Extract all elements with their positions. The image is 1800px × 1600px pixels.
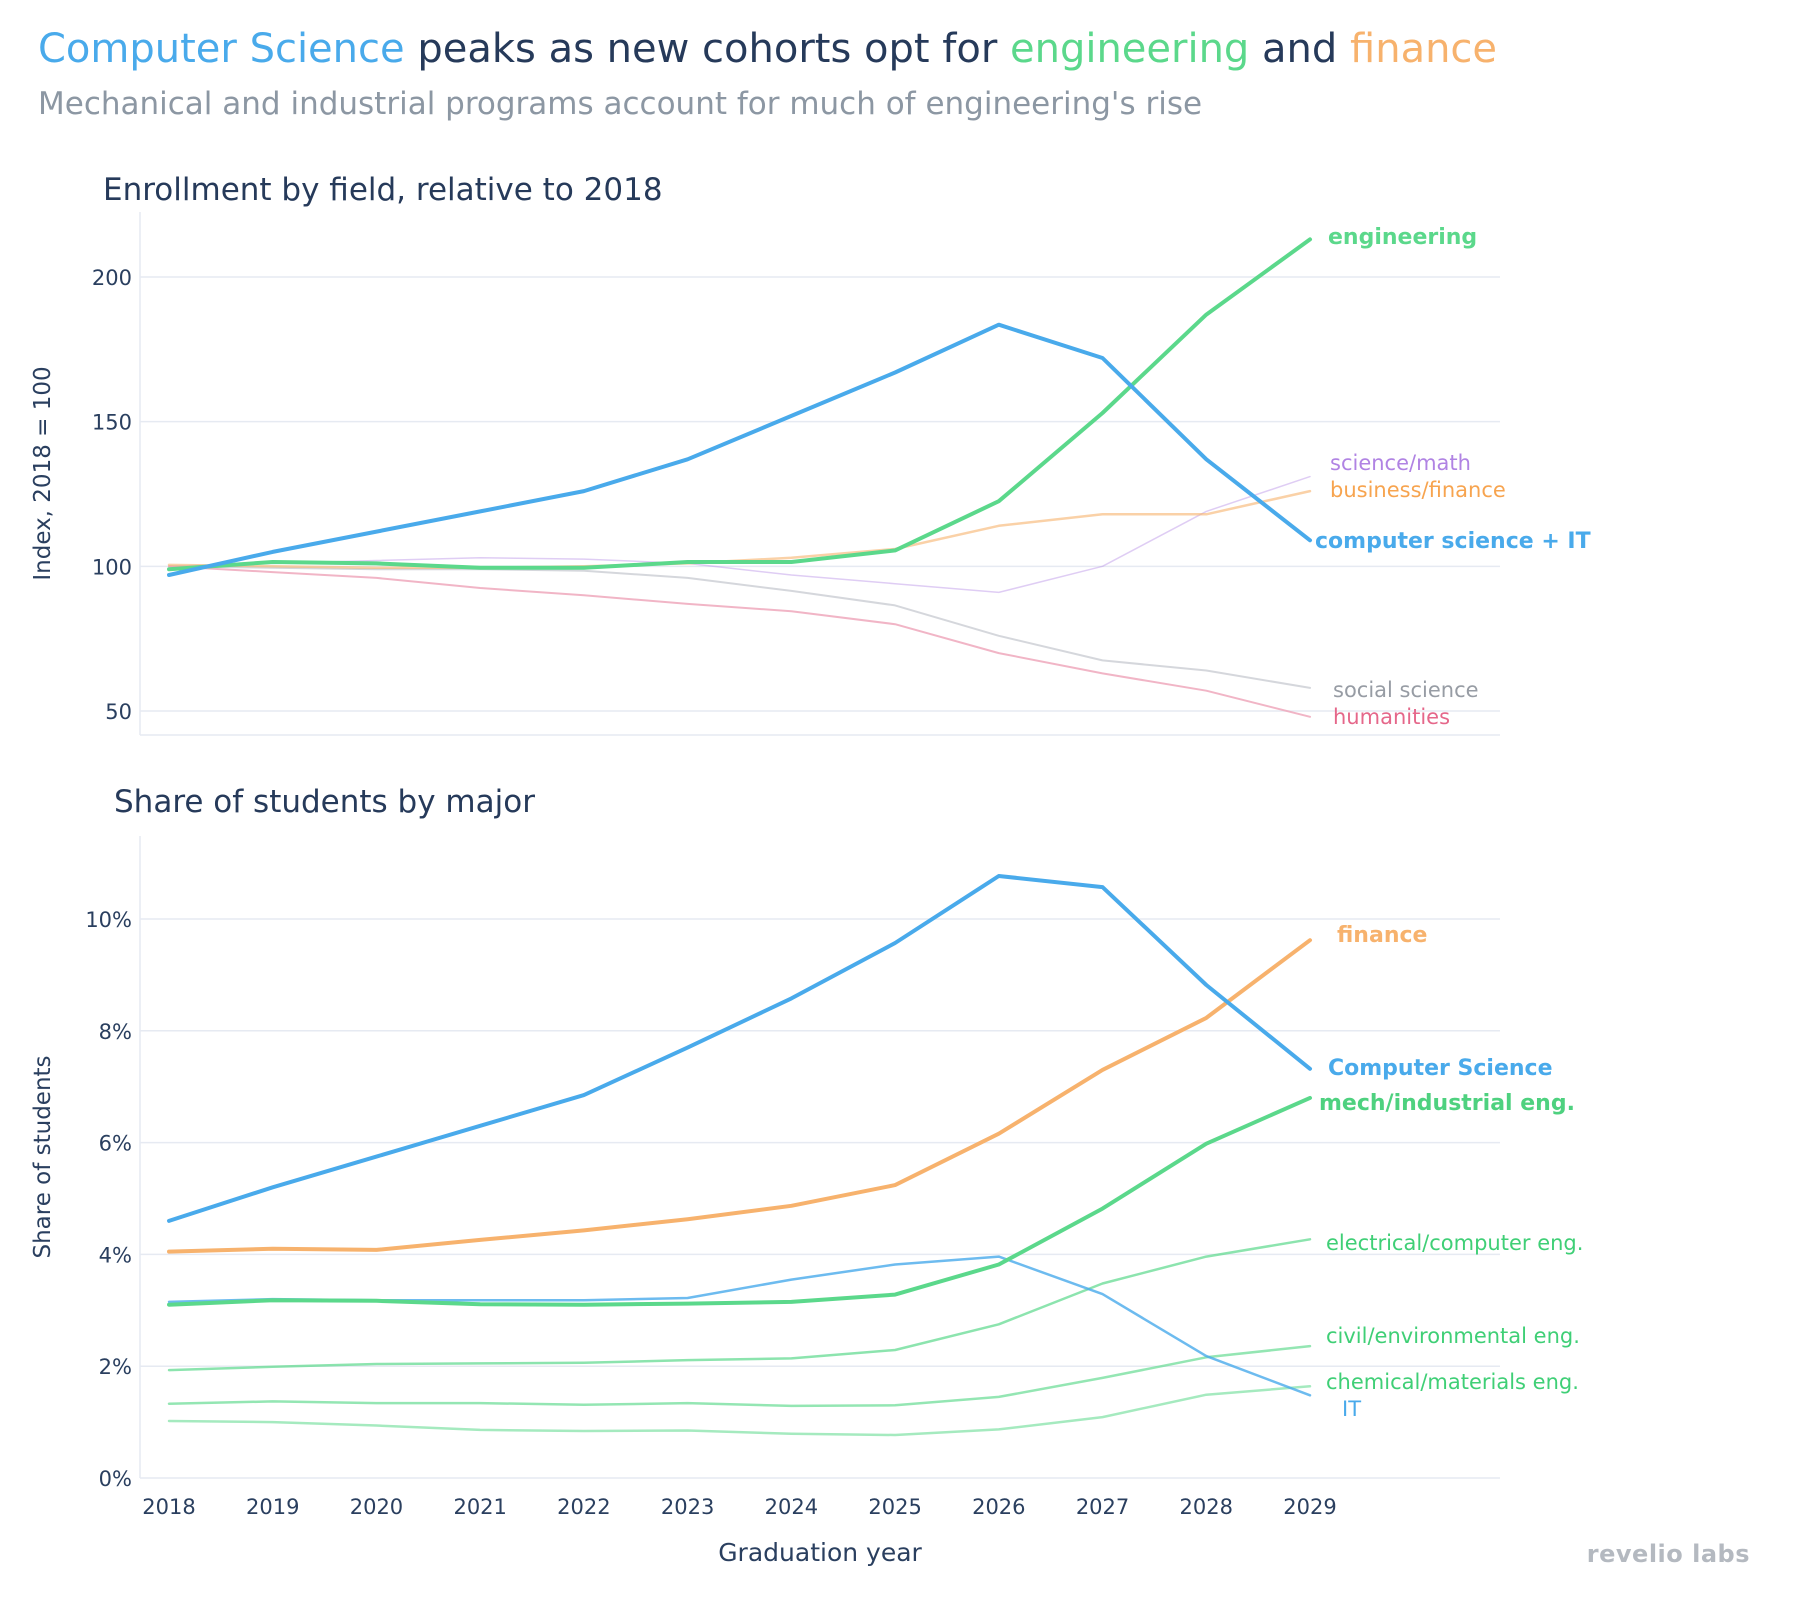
series-label-chemical-materials-eng: chemical/materials eng. xyxy=(1326,1370,1579,1394)
series-line-humanities xyxy=(168,565,1311,718)
series-label-engineering: engineering xyxy=(1328,225,1477,250)
series-line-finance xyxy=(167,938,1312,1254)
revelio-labs-logo: revelio labs xyxy=(1586,1540,1750,1568)
x-tick-label: 2019 xyxy=(246,1495,299,1519)
series-line-computer-science xyxy=(167,874,1312,1223)
y-axis-label: Index, 2018 = 100 xyxy=(30,366,56,580)
series-line-electrical-computer-eng xyxy=(167,1238,1312,1372)
y-tick-label: 4% xyxy=(99,1243,132,1267)
y-tick-label: 8% xyxy=(99,1020,132,1044)
series-line-civil-environmental-eng xyxy=(167,1344,1312,1408)
series-line-computer-science-it xyxy=(167,322,1312,577)
series-label-it: IT xyxy=(1342,1397,1361,1421)
x-tick-label: 2023 xyxy=(661,1495,714,1519)
x-tick-label: 2028 xyxy=(1180,1495,1233,1519)
series-line-business-finance xyxy=(167,489,1312,570)
title-cs: Computer Science xyxy=(38,26,405,72)
title-and: and xyxy=(1249,26,1351,72)
series-line-chemical-materials-eng xyxy=(167,1385,1312,1437)
x-tick-label: 2020 xyxy=(350,1495,403,1519)
panel-title: Enrollment by field, relative to 2018 xyxy=(103,172,663,208)
series-label-computer-science: Computer Science xyxy=(1328,1056,1553,1081)
page-title: Computer Science peaks as new cohorts op… xyxy=(38,26,1497,72)
x-tick-label: 2018 xyxy=(142,1495,195,1519)
y-tick-label: 0% xyxy=(99,1467,132,1491)
title-engineering: engineering xyxy=(1009,26,1250,72)
series-label-civil-environmental-eng: civil/environmental eng. xyxy=(1326,1324,1580,1348)
page-subtitle: Mechanical and industrial programs accou… xyxy=(38,86,1203,122)
y-tick-label: 150 xyxy=(92,411,132,435)
series-line-it xyxy=(167,1255,1312,1397)
series-label-finance: finance xyxy=(1337,923,1427,948)
y-tick-label: 100 xyxy=(92,555,132,579)
x-tick-label: 2022 xyxy=(557,1495,610,1519)
x-tick-label: 2024 xyxy=(765,1495,818,1519)
y-tick-label: 200 xyxy=(92,266,132,290)
series-line-engineering xyxy=(167,237,1312,572)
series-label-social-science: social science xyxy=(1333,678,1479,702)
series-label-humanities: humanities xyxy=(1333,705,1450,729)
x-tick-label: 2021 xyxy=(453,1495,506,1519)
y-tick-label: 10% xyxy=(85,908,132,932)
series-line-science-math xyxy=(168,475,1311,594)
y-axis-label: Share of students xyxy=(30,1055,56,1258)
panel-title: Share of students by major xyxy=(114,784,535,820)
x-axis-label: Graduation year xyxy=(718,1538,922,1567)
series-label-computer-science-it: computer science + IT xyxy=(1315,529,1591,554)
x-tick-label: 2025 xyxy=(868,1495,921,1519)
series-label-science-math: science/math xyxy=(1330,451,1471,475)
series-label-electrical-computer-eng: electrical/computer eng. xyxy=(1326,1231,1583,1255)
y-tick-label: 2% xyxy=(99,1355,132,1379)
y-tick-label: 6% xyxy=(99,1132,132,1156)
series-line-mech-industrial-eng xyxy=(167,1095,1312,1307)
x-tick-label: 2026 xyxy=(972,1495,1025,1519)
series-line-social-science xyxy=(168,565,1311,689)
x-tick-label: 2029 xyxy=(1283,1495,1336,1519)
title-mid: peaks as new cohorts opt for xyxy=(404,26,1010,72)
series-label-mech-industrial-eng: mech/industrial eng. xyxy=(1319,1091,1575,1116)
series-label-business-finance: business/finance xyxy=(1330,478,1506,502)
x-tick-label: 2027 xyxy=(1076,1495,1129,1519)
title-finance: finance xyxy=(1350,26,1498,72)
y-tick-label: 50 xyxy=(105,700,132,724)
